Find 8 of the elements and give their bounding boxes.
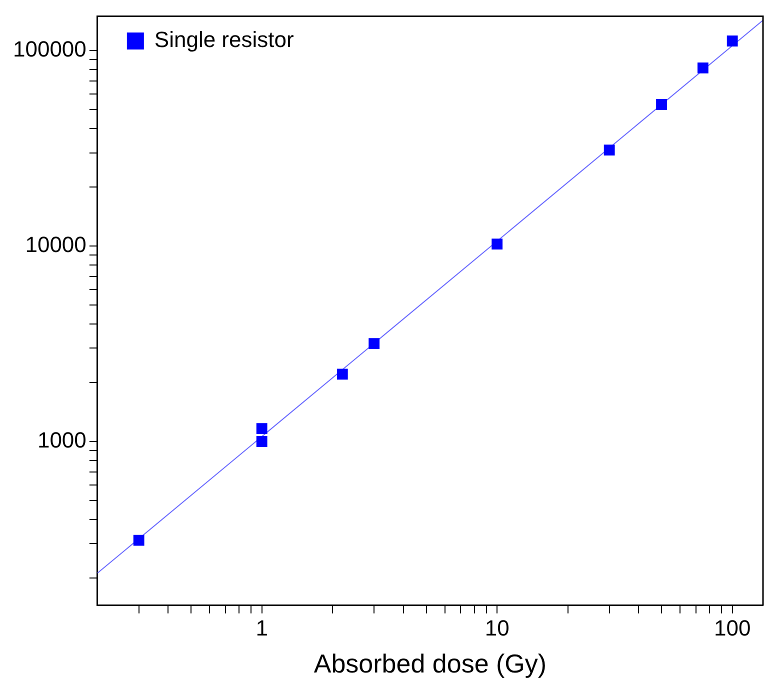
x-tick-label: 10 xyxy=(484,616,510,641)
legend-label: Single resistor xyxy=(154,27,294,52)
x-axis-title: Absorbed dose (Gy) xyxy=(314,648,547,679)
y-tick-label: 1000 xyxy=(37,428,86,453)
y-tick-label: 10000 xyxy=(25,232,86,258)
x-tick-label: 100 xyxy=(714,616,751,641)
y-tick-label: 100000 xyxy=(12,36,86,62)
x-tick-label: 1 xyxy=(256,616,268,641)
